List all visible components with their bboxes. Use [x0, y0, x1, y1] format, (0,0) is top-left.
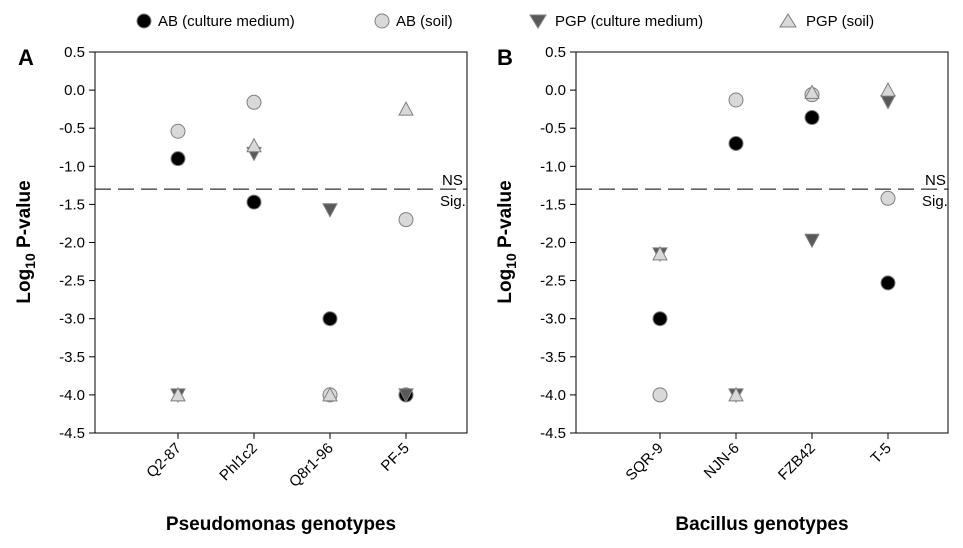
- data-point: [322, 203, 338, 218]
- legend-marker-ab-culture: [136, 13, 152, 29]
- y-tick-label: -1.5: [540, 196, 566, 213]
- y-tick-label: 0.5: [545, 44, 566, 61]
- legend-marker-ab-soil: [374, 13, 390, 29]
- legend-marker-pgp-culture: [529, 14, 547, 29]
- data-point: [322, 311, 338, 327]
- y-tick-label: -0.5: [540, 120, 566, 137]
- panel-a-plot-frame: [94, 51, 468, 434]
- x-tick-label: Q2-87: [143, 440, 185, 482]
- data-point: [398, 388, 414, 403]
- panel-a: A 0.5 0.0 -0.5 -1.0 -1.5 -2.0 -2.5 -3.0 -3.5 -4.0…: [14, 44, 468, 535]
- y-tick-label: -3.5: [59, 349, 85, 366]
- y-tick-label: -3.0: [540, 311, 566, 328]
- panel-a-y-ticks: 0.5 0.0 -0.5 -1.0 -1.5 -2.0 -2.5 -3.0 -3.5 -4.0 -4…: [59, 44, 95, 442]
- legend-item-pgp-soil: PGP (soil): [779, 13, 874, 30]
- y-tick-label: -2.5: [59, 273, 85, 290]
- y-tick-label: -4.0: [540, 387, 566, 404]
- data-point: [804, 84, 820, 99]
- panel-a-sig-label: Sig.: [440, 193, 466, 210]
- y-tick-label: 0.0: [545, 82, 566, 99]
- panel-b: B 0.5 0.0 -0.5 -1.0 -1.5 -2.0 -2.5 -3.0 -3.5 -4.0…: [495, 44, 949, 535]
- y-tick-label: -1.5: [59, 196, 85, 213]
- legend: AB (culture medium) AB (soil) PGP (cultu…: [136, 13, 874, 30]
- data-point: [880, 190, 896, 206]
- x-tick-label: T-5: [867, 440, 894, 467]
- legend-item-ab-soil: AB (soil): [374, 13, 453, 30]
- panel-a-y-axis-label-main: Log: [14, 269, 35, 304]
- panel-b-y-ticks: 0.5 0.0 -0.5 -1.0 -1.5 -2.0 -2.5 -3.0 -3.5 -4.0 -4…: [540, 44, 576, 442]
- legend-label-ab-soil: AB (soil): [396, 13, 453, 30]
- y-tick-label: -2.0: [59, 235, 85, 252]
- legend-item-pgp-culture: PGP (culture medium): [529, 13, 703, 30]
- y-tick-label: -1.0: [59, 158, 85, 175]
- y-tick-label: -2.0: [540, 235, 566, 252]
- x-tick-label: Q8r1-96: [286, 440, 337, 491]
- panel-b-x-ticks: SQR-9 NJN-6 FZB42 T-5: [622, 433, 895, 484]
- legend-item-ab-culture: AB (culture medium): [136, 13, 295, 30]
- data-point: [246, 137, 262, 153]
- legend-label-pgp-soil: PGP (soil): [806, 13, 874, 30]
- data-point: [398, 212, 414, 228]
- panel-a-x-ticks: Q2-87 Phl1c2 Q8r1-96 PF-5: [143, 433, 413, 491]
- data-point: [652, 311, 668, 327]
- panel-b-x-axis-label: Bacillus genotypes: [675, 514, 848, 535]
- data-point: [170, 386, 186, 402]
- x-tick-label: Phl1c2: [216, 440, 260, 484]
- data-point: [170, 123, 186, 139]
- data-point: [322, 386, 338, 402]
- legend-label-ab-culture: AB (culture medium): [158, 13, 295, 30]
- data-point: [804, 233, 820, 249]
- y-tick-label: -4.5: [540, 425, 566, 442]
- data-point: [398, 101, 414, 116]
- panel-a-y-axis-label-rest: P-value: [14, 180, 35, 253]
- panel-b-sig-label: Sig.: [922, 193, 948, 210]
- data-point: [728, 386, 744, 402]
- data-point: [880, 95, 896, 110]
- y-tick-label: 0.5: [64, 44, 85, 61]
- panel-a-points: [170, 94, 414, 403]
- panel-b-letter: B: [497, 45, 513, 70]
- data-point: [728, 92, 744, 108]
- y-tick-label: -3.5: [540, 349, 566, 366]
- panel-a-letter: A: [18, 45, 34, 70]
- data-point: [728, 135, 744, 151]
- data-point: [246, 94, 262, 110]
- y-tick-label: -1.0: [540, 158, 566, 175]
- data-point: [804, 110, 820, 126]
- panel-a-ns-label: NS: [442, 172, 463, 189]
- y-tick-label: -4.0: [59, 387, 85, 404]
- x-tick-label: SQR-9: [622, 440, 666, 484]
- data-point: [880, 275, 896, 291]
- y-tick-label: -0.5: [59, 120, 85, 137]
- data-point: [880, 82, 896, 97]
- panel-b-y-axis-label-main: Log: [495, 269, 516, 304]
- panel-a-y-axis-label-sub: 10: [22, 253, 38, 269]
- legend-label-pgp-culture: PGP (culture medium): [555, 13, 703, 30]
- panel-b-y-axis-label: Log10 P-value: [495, 180, 519, 303]
- x-tick-label: FZB42: [775, 440, 819, 484]
- panel-b-y-axis-label-rest: P-value: [495, 180, 516, 253]
- data-point: [652, 387, 668, 403]
- panel-b-ns-label: NS: [925, 172, 946, 189]
- y-tick-label: -4.5: [59, 425, 85, 442]
- panel-b-points: [652, 82, 896, 403]
- x-tick-label: NJN-6: [701, 440, 743, 482]
- panel-b-y-axis-label-sub: 10: [503, 253, 519, 269]
- panel-a-y-axis-label: Log10 P-value: [14, 180, 38, 303]
- y-tick-label: 0.0: [64, 82, 85, 99]
- data-point: [246, 194, 262, 210]
- data-point: [652, 245, 668, 261]
- data-point: [170, 151, 186, 167]
- legend-marker-pgp-soil: [779, 13, 797, 28]
- y-tick-label: -2.5: [540, 273, 566, 290]
- panel-a-x-axis-label: Pseudomonas genotypes: [166, 514, 396, 535]
- panel-b-plot-frame: [575, 51, 949, 434]
- y-tick-label: -3.0: [59, 311, 85, 328]
- x-tick-label: PF-5: [378, 440, 413, 475]
